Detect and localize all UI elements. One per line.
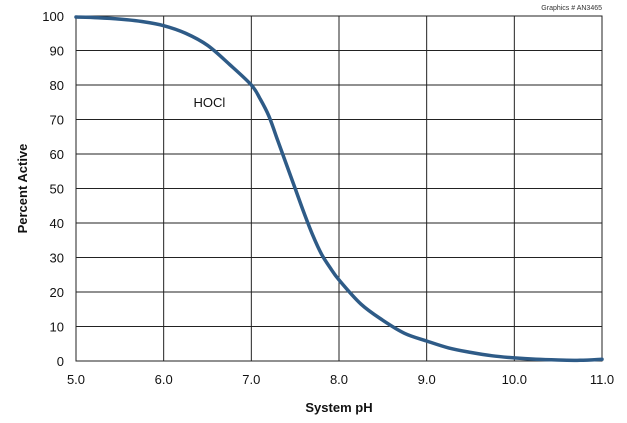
hocl-annotation-label: HOCl [194, 95, 226, 110]
annotations: HOCl [194, 95, 226, 110]
x-tick-label: 6.0 [155, 372, 173, 387]
y-tick-label: 60 [50, 147, 64, 162]
y-tick-label: 80 [50, 78, 64, 93]
y-axis-title: Percent Active [15, 144, 30, 234]
series-layer [74, 15, 604, 363]
x-axis-title: System pH [305, 400, 372, 415]
y-tick-label: 30 [50, 251, 64, 266]
hocl-series-line [74, 15, 604, 363]
x-tick-label: 5.0 [67, 372, 85, 387]
y-tick-label: 70 [50, 113, 64, 128]
plot-area-frame [75, 15, 603, 362]
x-axis-tick-labels: 5.0 6.0 7.0 8.0 9.0 10.0 11.0 [67, 372, 614, 387]
x-tick-label: 7.0 [242, 372, 260, 387]
y-tick-label: 10 [50, 320, 64, 335]
x-tick-label: 11.0 [590, 372, 614, 387]
y-tick-label: 90 [50, 44, 64, 59]
y-tick-label: 100 [42, 9, 64, 24]
x-tick-label: 10.0 [502, 372, 527, 387]
x-tick-label: 9.0 [418, 372, 436, 387]
y-tick-label: 20 [50, 285, 64, 300]
y-tick-label: 0 [57, 354, 64, 369]
graphics-credit-label: Graphics # AN3465 [541, 5, 602, 12]
y-tick-label: 50 [50, 182, 64, 197]
y-tick-label: 40 [50, 216, 64, 231]
x-tick-label: 8.0 [330, 372, 348, 387]
y-axis-tick-labels: 0 10 20 30 40 50 60 70 80 90 100 [42, 9, 64, 369]
